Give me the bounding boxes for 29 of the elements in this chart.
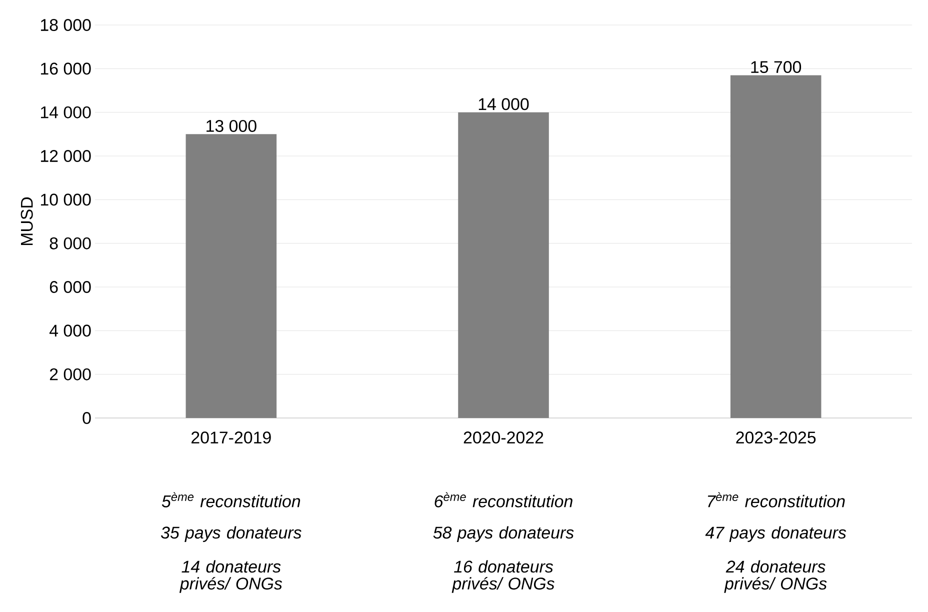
text: 24 donateurs privés/ ONGs xyxy=(724,560,827,593)
text: 58 pays donateurs xyxy=(433,526,574,542)
y-tick-label: 8 000 xyxy=(50,237,91,250)
y-tick-label: 6 000 xyxy=(50,281,91,293)
bar xyxy=(458,112,549,418)
x-tick-label: 2023-2025 xyxy=(736,432,816,444)
y-tick-label: 4 000 xyxy=(49,324,91,337)
y-tick-label: 12 000 xyxy=(40,150,91,162)
y-tick-label: 2 000 xyxy=(50,368,91,380)
text: 47 pays donateurs xyxy=(705,526,846,542)
text: 35 pays donateurs xyxy=(160,526,302,542)
y-axis-title: MUSD xyxy=(20,197,33,246)
text: 7$^{ème}$ reconstitution xyxy=(708,492,845,508)
data-label: 14 000 xyxy=(478,98,529,110)
bar xyxy=(730,75,822,418)
y-tick-label: 16 000 xyxy=(40,62,91,75)
text: 6$^{ème}$ reconstitution xyxy=(434,492,572,508)
y-tick-label: 18 000 xyxy=(40,18,91,31)
text: 16 donateurs privés/ ONGs xyxy=(452,560,554,593)
x-tick-label: 2020-2022 xyxy=(464,432,544,444)
y-tick-label: 0 xyxy=(82,412,91,424)
bar xyxy=(186,134,277,418)
data-label: 13 000 xyxy=(206,120,256,132)
y-tick-label: 10 000 xyxy=(40,194,91,206)
data-label: 15 700 xyxy=(751,61,802,74)
text: 14 donateurs privés/ ONGs xyxy=(179,560,282,593)
x-tick-label: 2017-2019 xyxy=(192,432,271,444)
text: 5$^{ème}$ reconstitution xyxy=(162,492,300,508)
y-tick-label: 14 000 xyxy=(40,106,91,118)
